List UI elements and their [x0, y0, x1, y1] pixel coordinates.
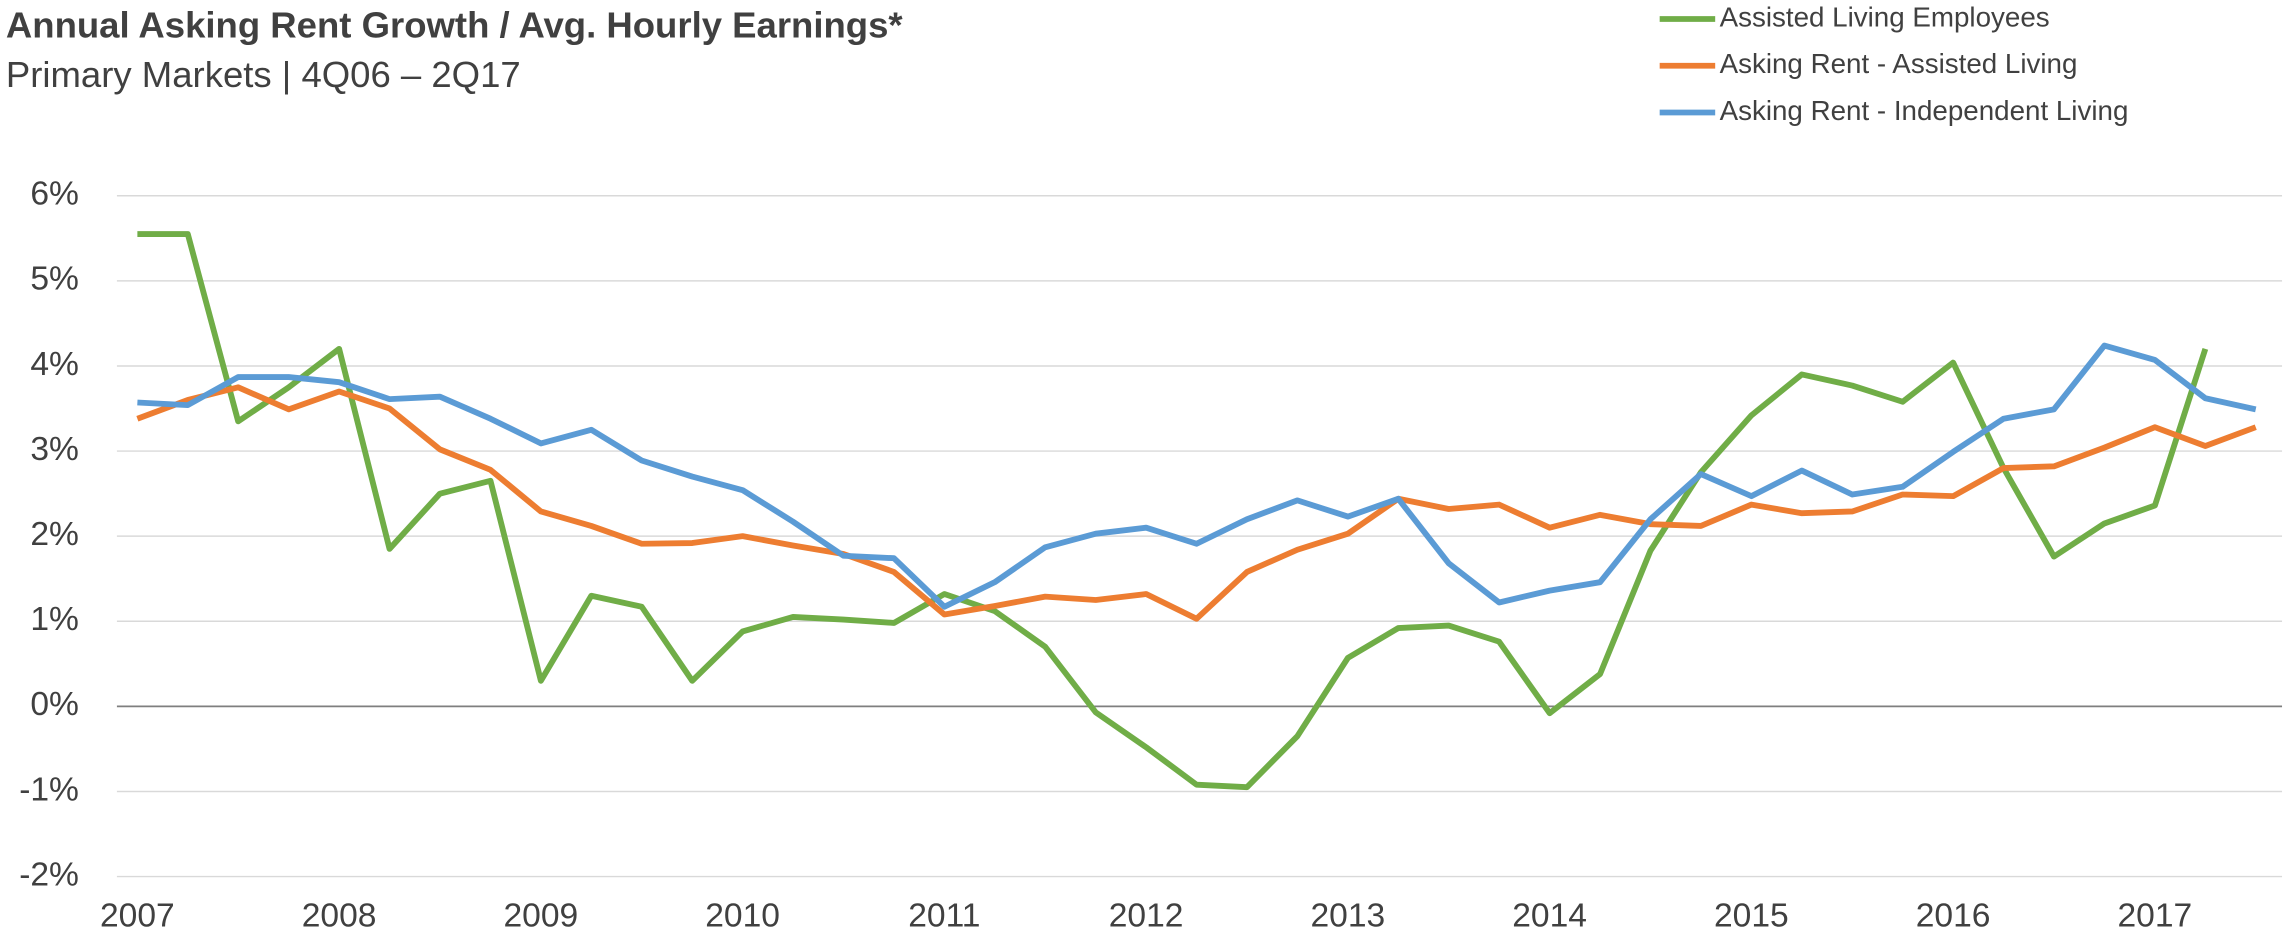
y-tick-label: 2%	[30, 516, 79, 553]
x-tick-label: 2009	[504, 897, 579, 934]
y-tick-label: 3%	[30, 431, 79, 468]
x-tick-label: 2014	[1512, 897, 1587, 934]
y-tick-label: 1%	[30, 601, 79, 638]
y-tick-label: 4%	[30, 346, 79, 383]
x-tick-label: 2016	[1916, 897, 1991, 934]
x-tick-label: 2013	[1310, 897, 1385, 934]
x-tick-label: 2012	[1109, 897, 1184, 934]
x-tick-label: 2007	[100, 897, 175, 934]
legend-label: Asking Rent - Assisted Living	[1720, 48, 2078, 79]
x-tick-label: 2017	[2117, 897, 2192, 934]
x-tick-label: 2011	[908, 897, 980, 934]
y-tick-label: 6%	[30, 176, 79, 213]
chart-title: Annual Asking Rent Growth / Avg. Hourly …	[6, 4, 904, 45]
x-tick-label: 2008	[302, 897, 377, 934]
y-tick-label: 0%	[30, 686, 79, 723]
series-line	[137, 231, 2209, 791]
legend-label: Assisted Living Employees	[1720, 1, 2050, 32]
x-tick-label: 2010	[705, 897, 780, 934]
legend-label: Asking Rent - Independent Living	[1720, 95, 2129, 126]
y-tick-label: -2%	[19, 856, 79, 893]
series-line	[136, 384, 2257, 622]
series-line	[137, 342, 2257, 610]
y-tick-label: -1%	[19, 771, 79, 808]
y-tick-label: 5%	[30, 261, 79, 298]
x-tick-label: 2015	[1714, 897, 1789, 934]
chart-subtitle: Primary Markets | 4Q06 – 2Q17	[6, 54, 521, 95]
